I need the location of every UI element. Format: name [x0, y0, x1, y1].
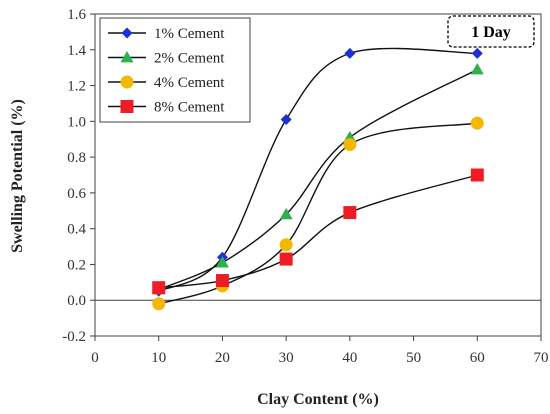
y-ticks: -0.2 0.0 0.2 0.4 0.6 0.8 1.0 1.2 1.4 1.6: [62, 7, 95, 345]
y-tick-label: 1.4: [67, 43, 86, 59]
y-tick-label: -0.2: [62, 329, 86, 345]
data-point: [343, 138, 357, 152]
plot-frame: [94, 13, 542, 337]
legend-label: 4% Cement: [154, 75, 225, 91]
y-tick-label: 0.0: [67, 293, 86, 309]
data-point: [470, 168, 484, 182]
annotation-box: 1 Day: [447, 15, 535, 48]
x-tick-label: 20: [215, 350, 230, 366]
legend-label: 2% Cement: [154, 51, 225, 67]
data-point: [343, 206, 357, 220]
annotation-frame: [447, 15, 535, 48]
data-point: [470, 62, 484, 75]
legend-marker: [120, 51, 134, 63]
x-ticks: 0 10 20 30 40 50 60 70: [91, 336, 549, 366]
data-point: [470, 116, 484, 130]
x-tick-label: 30: [279, 350, 294, 366]
data-point: [279, 252, 293, 266]
data-point: [279, 207, 293, 220]
y-axis-title: Swelling Potential (%): [9, 99, 26, 253]
legend-label: 8% Cement: [154, 100, 225, 116]
x-axis-title: Clay Content (%): [257, 391, 379, 408]
legend: 1% Cement 2% Cement 4% Cement 8% Cement: [99, 17, 251, 123]
data-point: [152, 281, 166, 295]
legend-marker: [120, 100, 134, 113]
x-tick-label: 60: [470, 350, 485, 366]
y-tick-label: 1.0: [67, 114, 86, 130]
y-tick-label: 0.8: [67, 150, 86, 166]
data-point: [215, 256, 229, 268]
series-line: [158, 122, 478, 305]
data-point: [152, 297, 166, 311]
data-point: [215, 274, 229, 288]
y-tick-label: 0.4: [67, 222, 86, 238]
data-point: [279, 238, 293, 252]
data-point: [280, 114, 292, 126]
legend-marker: [120, 75, 134, 89]
annotation-text: 1 Day: [471, 24, 511, 41]
legend-label: 1% Cement: [154, 26, 225, 42]
series-line: [158, 68, 478, 291]
x-tick-label: 70: [534, 350, 549, 366]
x-tick-label: 0: [91, 350, 99, 366]
data-point: [471, 47, 483, 59]
x-tick-label: 50: [406, 350, 421, 366]
data-point: [344, 47, 356, 59]
x-tick-label: 40: [342, 350, 357, 366]
y-tick-label: 1.6: [67, 7, 86, 23]
series-markers: [152, 47, 484, 311]
legend-marker: [121, 27, 133, 39]
y-tick-label: 0.6: [67, 186, 86, 202]
y-tick-label: 0.2: [67, 257, 86, 273]
y-tick-label: 1.2: [67, 79, 86, 95]
x-tick-label: 10: [151, 350, 166, 366]
